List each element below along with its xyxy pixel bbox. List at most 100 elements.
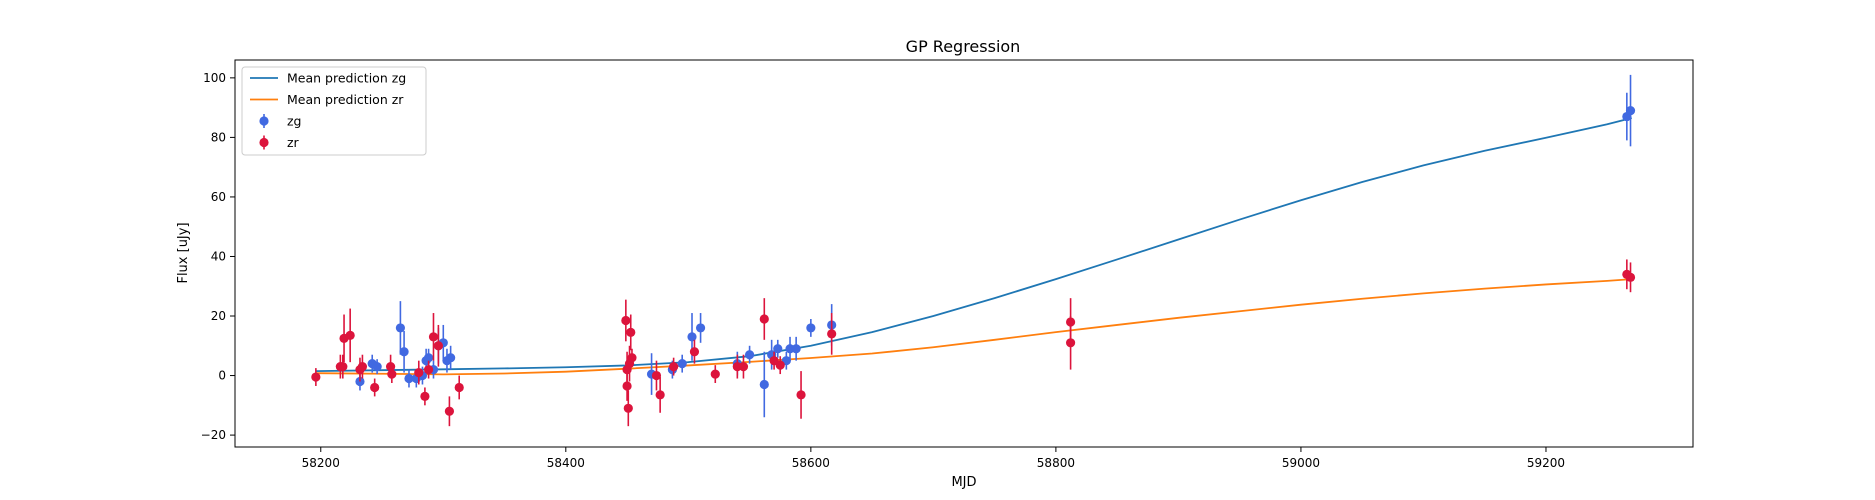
zr-data-point	[338, 354, 348, 379]
legend: Mean prediction zg Mean prediction zr zg zr	[241, 66, 427, 156]
x-axis-label: MJD	[951, 475, 976, 490]
plot-frame	[234, 59, 1694, 448]
zr-marker	[386, 362, 396, 372]
zr-data-point	[622, 371, 632, 401]
zr-data-point	[738, 354, 749, 379]
zr-data-point	[1065, 316, 1076, 370]
zg-marker	[395, 323, 406, 333]
zr-marker	[414, 367, 424, 378]
zr-marker	[370, 382, 380, 393]
zr-marker	[428, 332, 439, 342]
legend-label: zg	[287, 114, 302, 129]
x-tick-label: 58800	[1037, 456, 1075, 470]
zr-data-point	[444, 396, 455, 427]
legend-label: Mean prediction zg	[287, 71, 406, 86]
x-tick-label: 59200	[1527, 456, 1565, 470]
zr-marker	[444, 406, 455, 416]
zr-data-point	[689, 339, 700, 364]
mean-prediction-zg-line	[315, 117, 1632, 372]
zg-data-point	[677, 354, 687, 373]
zg-data-point	[773, 339, 783, 358]
zr-marker	[710, 369, 720, 379]
legend-entry: zr	[259, 135, 300, 150]
zr-marker	[627, 353, 637, 363]
zg-data-point	[695, 313, 706, 343]
y-tick-label: 0	[218, 369, 226, 383]
zr-marker	[621, 315, 631, 326]
zr-marker	[387, 369, 397, 379]
zr-data-point	[759, 298, 769, 340]
zr-data-point	[357, 354, 368, 379]
zr-marker	[738, 362, 749, 372]
zr-data-point	[420, 387, 430, 406]
zr-data-point	[433, 324, 443, 367]
zr-data-point	[370, 378, 380, 397]
legend-marker-swatch	[259, 116, 269, 126]
zr-marker	[796, 390, 806, 400]
y-tick-label: −20	[201, 428, 226, 442]
zg-marker	[372, 362, 382, 372]
zr-marker	[433, 341, 443, 351]
zr-data-point	[1625, 262, 1636, 293]
zr-marker	[669, 362, 679, 372]
zr-data-point	[710, 365, 720, 383]
zr-data-point	[796, 371, 806, 419]
zr-data-point	[621, 299, 631, 342]
zr-data-point	[428, 313, 439, 361]
zr-marker	[454, 382, 464, 393]
mean-prediction-zr-line	[315, 278, 1632, 376]
zr-data-point	[775, 356, 785, 375]
zr-data-point	[345, 308, 355, 363]
zg-data-point	[806, 318, 816, 337]
zg-data-point	[791, 336, 801, 361]
zg-marker	[1625, 106, 1636, 116]
zr-data-point	[423, 360, 434, 379]
zg-marker	[399, 347, 409, 357]
zg-marker	[759, 379, 769, 390]
zr-data-point	[827, 313, 837, 355]
zr-data-point	[651, 360, 662, 391]
zg-marker	[695, 323, 706, 333]
zr-data-point	[623, 390, 633, 427]
legend-marker-swatch	[259, 137, 269, 148]
zr-data-point	[387, 365, 397, 383]
zr-marker	[423, 365, 434, 375]
zg-data-point	[399, 330, 409, 373]
zg-marker	[446, 353, 456, 363]
zr-marker	[622, 381, 632, 391]
zr-marker	[689, 347, 700, 357]
legend-label: Mean prediction zr	[287, 92, 404, 107]
zr-data-point	[414, 360, 424, 385]
zr-marker	[827, 329, 837, 339]
zr-data-point	[627, 348, 637, 367]
legend-label: zr	[287, 135, 300, 150]
zr-data-point	[454, 375, 464, 400]
zg-data-point	[1625, 74, 1636, 147]
zr-marker	[311, 372, 321, 382]
zr-marker	[357, 362, 368, 372]
zg-marker	[423, 353, 434, 363]
zr-marker	[1625, 272, 1636, 282]
zg-data-point	[759, 351, 769, 418]
zg-marker	[791, 344, 801, 354]
y-tick-label: 40	[211, 249, 226, 263]
legend-entry: Mean prediction zg	[250, 71, 406, 86]
zr-marker	[345, 330, 355, 340]
chart-title: GP Regression	[906, 37, 1021, 56]
zg-data-point	[446, 345, 456, 370]
y-tick-label: 60	[211, 190, 226, 204]
zr-marker	[420, 391, 430, 401]
zr-marker	[623, 403, 633, 413]
legend-box	[241, 66, 427, 156]
zg-marker	[806, 323, 816, 333]
zr-marker	[775, 360, 785, 370]
zg-data-point	[395, 301, 406, 355]
zg-marker	[773, 344, 783, 354]
x-tick-label: 58400	[547, 456, 585, 470]
x-tick-label: 58200	[302, 456, 340, 470]
y-axis-label: Flux [uJy]	[176, 222, 191, 283]
legend-entry: Mean prediction zr	[250, 92, 404, 107]
zr-data-point	[669, 357, 679, 376]
zr-marker	[655, 390, 665, 400]
